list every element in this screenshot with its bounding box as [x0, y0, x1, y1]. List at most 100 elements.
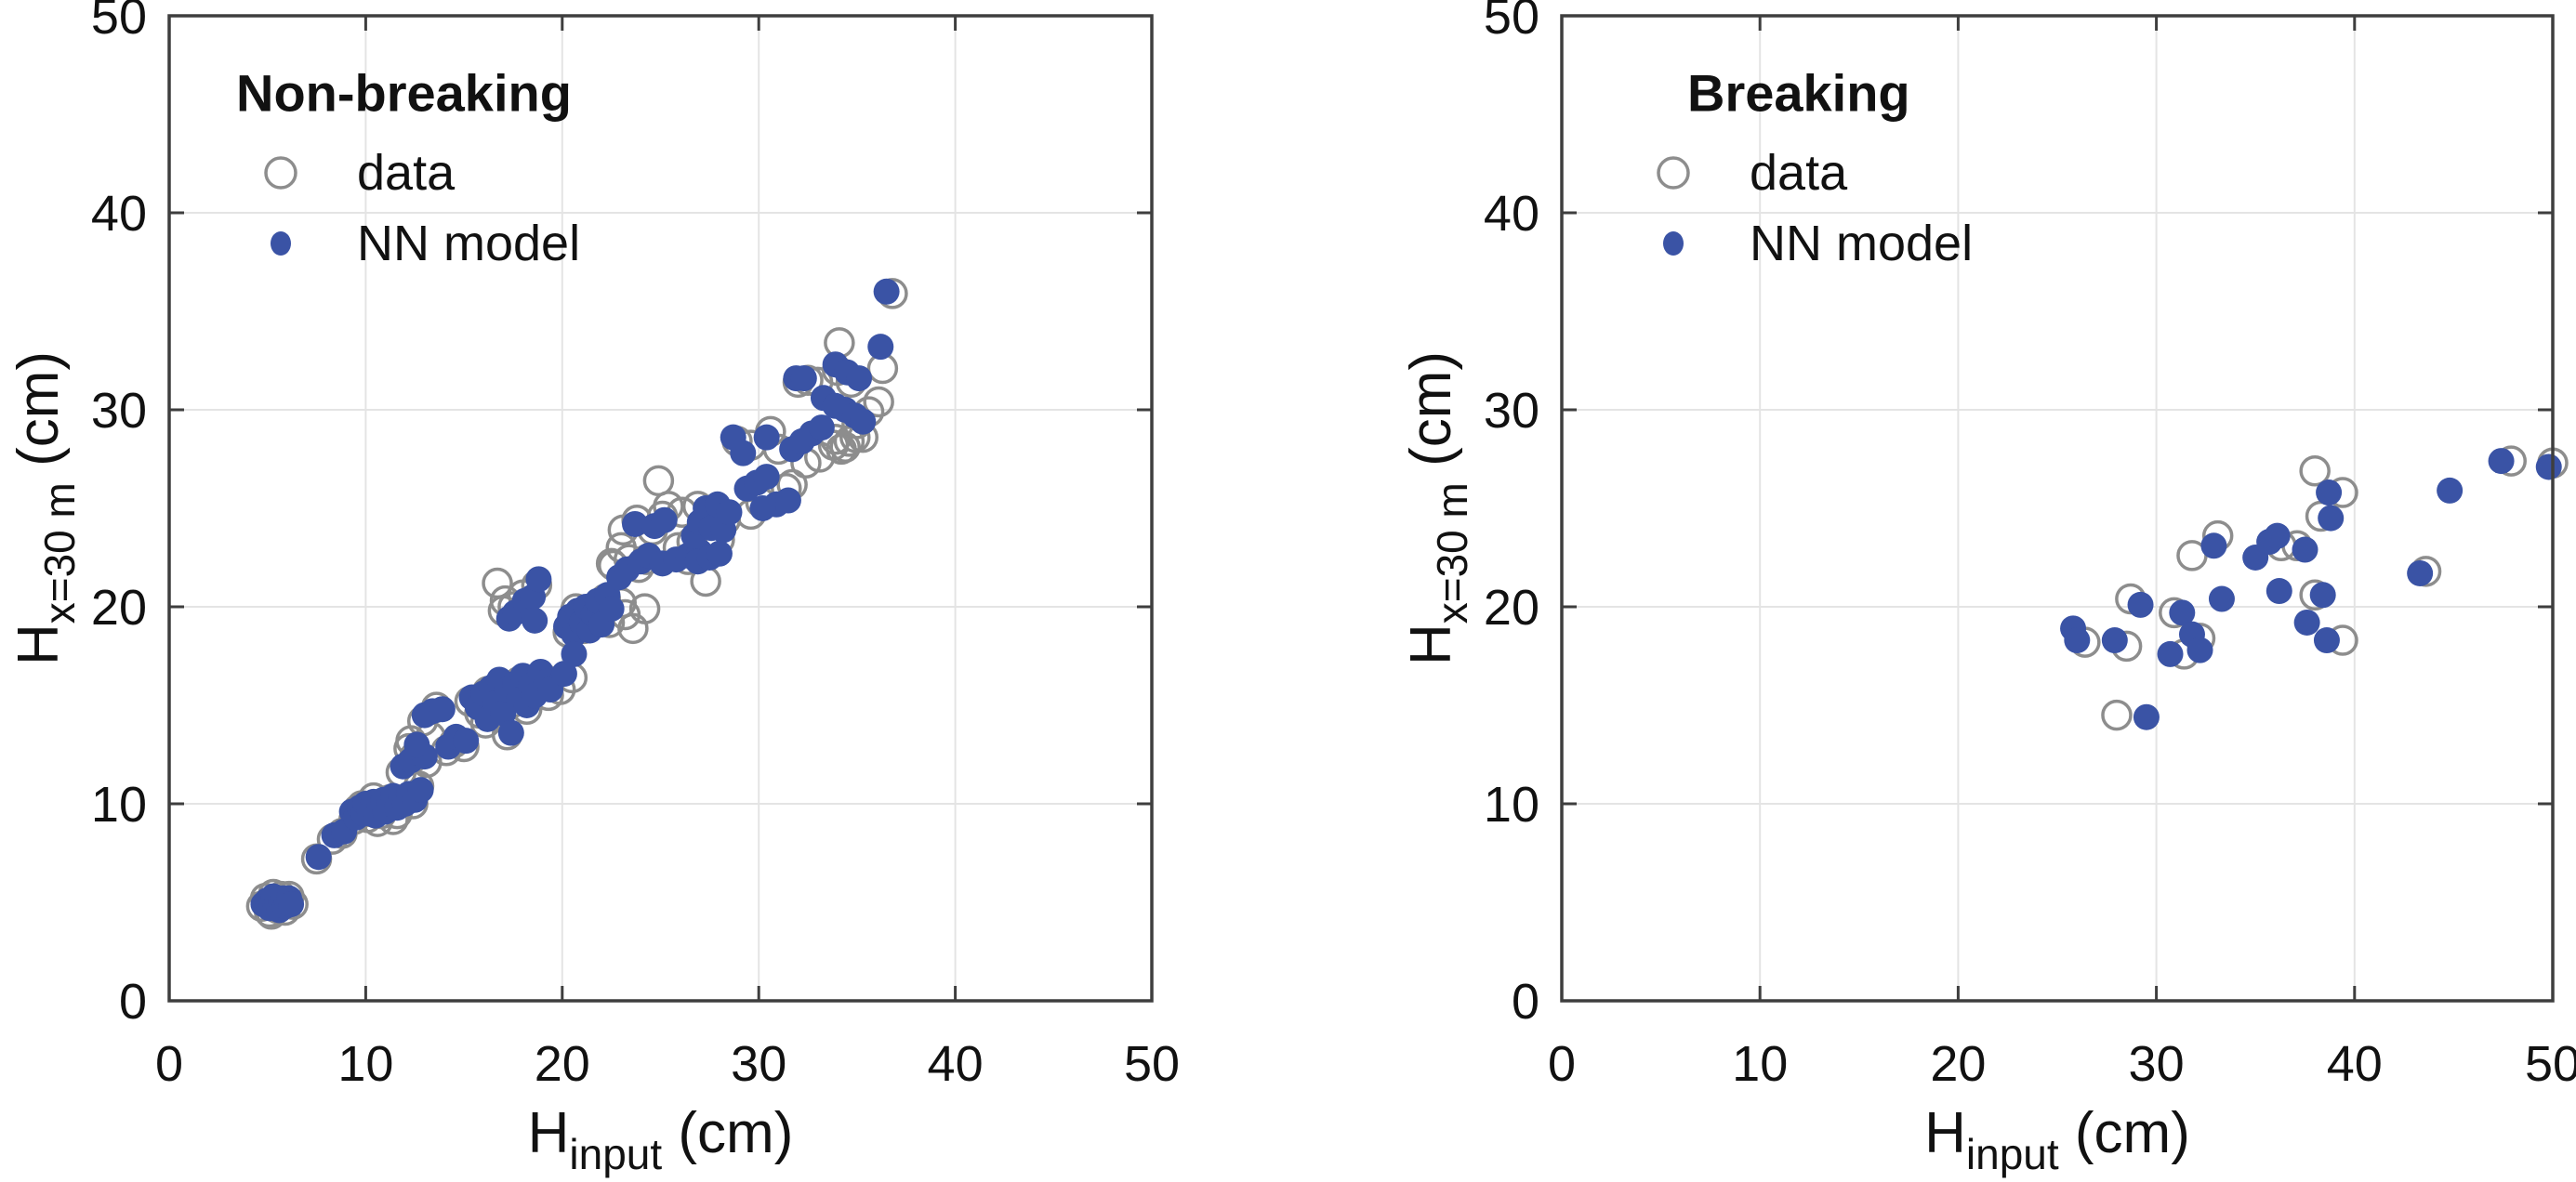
- data-point-filled: [651, 506, 678, 533]
- data-point-open: [642, 465, 675, 497]
- x-tick-label: 40: [928, 1036, 984, 1092]
- data-point-filled: [2407, 559, 2434, 586]
- x-tick-label: 0: [1548, 1036, 1576, 1092]
- legend: Non-breaking data NN model: [236, 64, 580, 272]
- x-axis-label: Hinput (cm): [528, 1101, 794, 1178]
- data-point-open: [2101, 699, 2133, 731]
- data-point-filled: [846, 365, 873, 392]
- data-point-filled: [2266, 578, 2292, 605]
- data-point-filled: [305, 844, 332, 871]
- y-tick-label: 40: [1484, 186, 1539, 242]
- data-point-filled: [2208, 585, 2235, 612]
- legend-item-label: NN model: [357, 216, 580, 271]
- data-point-filled: [2437, 477, 2464, 504]
- x-tick-label: 0: [155, 1036, 183, 1092]
- x-tick-label: 30: [2129, 1036, 2185, 1092]
- data-point-filled: [2169, 599, 2196, 626]
- y-axis-label: Hx=30 m (cm): [1399, 351, 1476, 665]
- legend-item-label: data: [357, 145, 456, 201]
- data-point-filled: [550, 661, 577, 688]
- data-point-filled: [2292, 536, 2318, 563]
- data-point-filled: [753, 464, 780, 491]
- x-tick-label: 50: [2525, 1036, 2576, 1092]
- plot-non-breaking: 0 10 20 30 40 50 0 10 20 30 40 50 Hinput (cm) Hx=30 m…: [7, 0, 1180, 1178]
- data-point-filled: [867, 334, 894, 361]
- y-tick-label: 30: [91, 383, 147, 439]
- series-nn-model: [250, 278, 900, 924]
- x-axis-label: Hinput (cm): [1924, 1101, 2190, 1178]
- legend-marker-open-circle-icon: [264, 156, 297, 190]
- legend-marker-filled-dot-icon: [271, 231, 291, 256]
- data-point-filled: [2309, 582, 2336, 609]
- data-point-filled: [790, 365, 817, 392]
- data-point-filled: [2200, 532, 2227, 559]
- data-point-filled: [2157, 640, 2184, 667]
- y-tick-label: 0: [119, 974, 147, 1030]
- data-point-open: [829, 431, 861, 464]
- data-point-filled: [730, 440, 757, 466]
- series-nn-model: [2060, 448, 2562, 730]
- data-point-filled: [278, 891, 305, 918]
- data-point-filled: [706, 540, 733, 567]
- y-tick-label: 10: [1484, 777, 1539, 833]
- data-point-open: [833, 426, 865, 457]
- legend-title: Breaking: [1687, 64, 1910, 123]
- plot-breaking: 0 10 20 30 40 50 0 10 20 30 40 50 Hinput (cm) Hx=30 m…: [1399, 0, 2576, 1178]
- data-point-open: [2299, 454, 2331, 487]
- data-point-filled: [2101, 627, 2128, 654]
- y-tick-label: 20: [91, 580, 147, 636]
- y-tick-label: 50: [91, 0, 147, 45]
- data-point-filled: [2186, 637, 2213, 663]
- data-point-filled: [429, 696, 456, 723]
- y-tick-label: 0: [1512, 974, 1539, 1030]
- data-point-filled: [2316, 479, 2343, 506]
- y-tick-label: 40: [91, 186, 147, 242]
- data-point-filled: [2313, 627, 2340, 654]
- data-point-filled: [2133, 703, 2160, 730]
- axis-border: [1560, 14, 2555, 1003]
- y-tick-label: 20: [1484, 580, 1539, 636]
- data-point-filled: [873, 278, 900, 305]
- legend-item-label: data: [1750, 145, 1848, 201]
- y-tick-label: 50: [1484, 0, 1539, 45]
- data-point-filled: [2535, 453, 2562, 480]
- data-point-filled: [453, 728, 480, 755]
- legend-marker-open-circle-icon: [1657, 156, 1690, 190]
- data-point-filled: [749, 495, 776, 521]
- data-point-filled: [622, 510, 649, 537]
- legend-title: Non-breaking: [236, 64, 572, 123]
- data-point-filled: [808, 414, 835, 441]
- x-tick-label: 40: [2327, 1036, 2383, 1092]
- data-point-filled: [774, 487, 801, 514]
- data-point-filled: [525, 566, 552, 593]
- legend: Breaking data NN model: [1657, 64, 1973, 271]
- data-point-filled: [407, 777, 434, 804]
- y-tick-label: 10: [91, 777, 147, 833]
- data-point-filled: [753, 424, 780, 451]
- data-point-filled: [716, 499, 743, 526]
- data-point-filled: [497, 719, 524, 746]
- data-point-filled: [850, 408, 877, 435]
- x-tick-label: 30: [731, 1036, 786, 1092]
- data-point-open: [863, 386, 894, 418]
- data-point-filled: [2264, 522, 2291, 549]
- data-point-filled: [598, 596, 625, 623]
- x-tick-label: 50: [1124, 1036, 1180, 1092]
- x-tick-label: 20: [1930, 1036, 1986, 1092]
- data-point-filled: [403, 731, 430, 758]
- data-point-filled: [2293, 609, 2320, 636]
- x-tick-label: 10: [337, 1036, 393, 1092]
- y-axis-label: Hx=30 m (cm): [7, 351, 84, 665]
- y-tick-label: 30: [1484, 383, 1539, 439]
- data-point-filled: [2127, 591, 2154, 618]
- legend-item-label: NN model: [1750, 216, 1973, 271]
- legend-marker-filled-dot-icon: [1663, 231, 1684, 256]
- data-point-filled: [561, 640, 588, 667]
- data-point-filled: [2318, 505, 2345, 532]
- axis-border: [167, 14, 1154, 1003]
- data-point-filled: [2064, 627, 2091, 654]
- data-point-open: [628, 593, 661, 624]
- x-tick-label: 20: [535, 1036, 590, 1092]
